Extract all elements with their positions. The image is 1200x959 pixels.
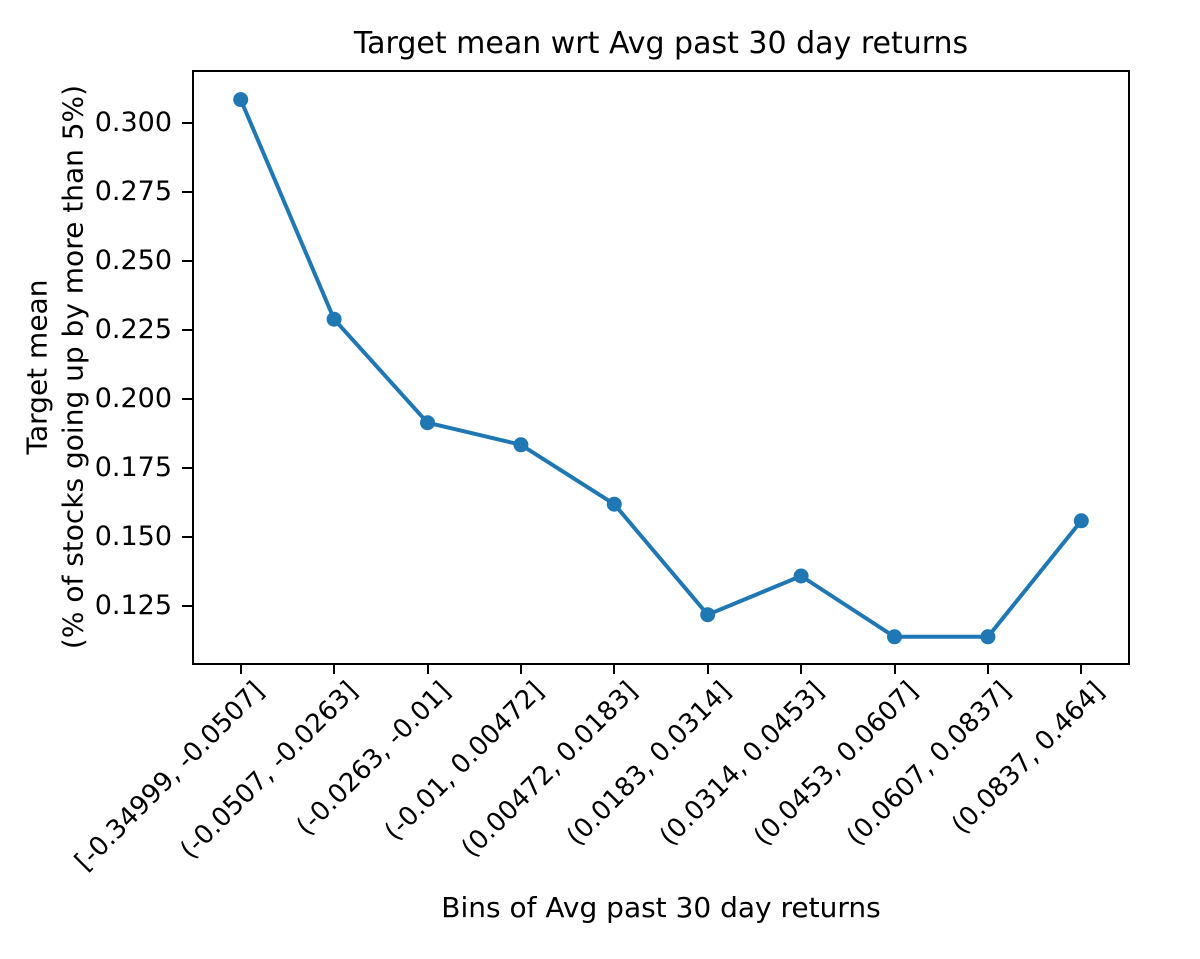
y-tick-mark — [182, 398, 192, 401]
x-tick-mark — [1080, 663, 1083, 674]
x-tick-label: (0.0607, 0.0837] — [841, 676, 1018, 852]
data-point — [606, 496, 622, 512]
x-tick-mark — [800, 663, 803, 674]
x-tick-label: (-0.01, 0.00472] — [379, 676, 551, 847]
data-point — [1073, 513, 1089, 529]
x-tick-label: (0.0453, 0.0607] — [747, 676, 924, 852]
y-axis-label: Target mean (% of stocks going up by mor… — [20, 84, 90, 650]
y-tick-label: 0.300 — [94, 106, 172, 138]
x-tick-label: (0.0314, 0.0453] — [654, 676, 831, 852]
y-tick-mark — [182, 122, 192, 125]
y-tick-label: 0.125 — [94, 590, 172, 622]
y-tick-mark — [182, 536, 192, 539]
x-tick-mark — [986, 663, 989, 674]
chart-title: Target mean wrt Avg past 30 day returns — [353, 26, 969, 61]
data-point — [887, 629, 902, 645]
x-tick-mark — [426, 663, 429, 674]
x-tick-mark — [333, 663, 336, 674]
data-point — [513, 437, 529, 453]
x-tick-mark — [893, 663, 896, 674]
data-point — [326, 311, 342, 327]
line-series — [233, 92, 1089, 645]
y-tick-mark — [182, 191, 192, 194]
y-tick-label: 0.275 — [94, 176, 172, 208]
y-tick-mark — [182, 605, 192, 608]
y-tick-label: 0.200 — [94, 383, 172, 415]
y-tick-mark — [182, 467, 192, 470]
y-tick-mark — [182, 329, 192, 332]
y-tick-label: 0.250 — [94, 245, 172, 277]
data-point — [233, 92, 249, 108]
x-tick-label: [-0.34999, -0.0507] — [69, 676, 270, 877]
data-point — [700, 607, 716, 623]
x-tick-mark — [613, 663, 616, 674]
x-tick-mark — [706, 663, 709, 674]
plot-area: 0.125 0.150 0.175 0.200 0.225 0.250 0.275 0.300… — [69, 70, 1130, 877]
y-tick-label: 0.150 — [94, 521, 172, 553]
y-tick-label: 0.175 — [94, 452, 172, 484]
data-point — [420, 415, 435, 431]
y-tick-mark — [182, 260, 192, 263]
x-tick-mark — [239, 663, 242, 674]
x-tick-mark — [519, 663, 522, 674]
x-tick-label: (0.00472, 0.0183] — [455, 676, 644, 864]
data-point — [980, 629, 996, 645]
data-point — [793, 568, 809, 584]
y-tick-label: 0.225 — [94, 314, 172, 346]
x-tick-label: (-0.0507, -0.0263] — [174, 676, 364, 866]
series-line — [238, 97, 1084, 639]
x-axis-label: Bins of Avg past 30 day returns — [441, 891, 881, 924]
x-tick-label: (0.0183, 0.0314] — [561, 676, 737, 852]
